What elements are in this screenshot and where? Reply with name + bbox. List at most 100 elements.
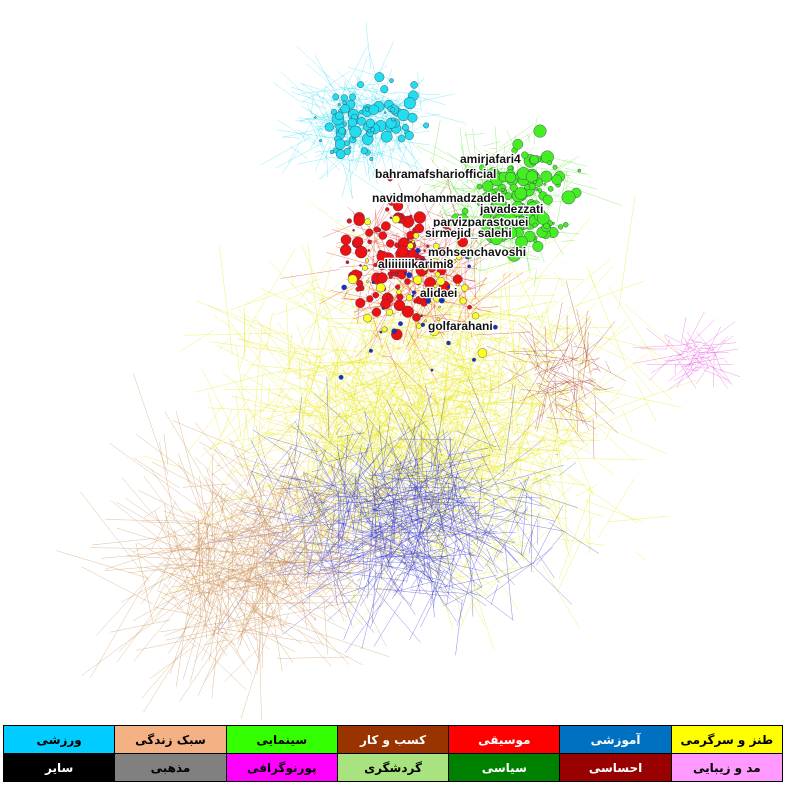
edge bbox=[485, 547, 553, 599]
node bbox=[376, 250, 389, 263]
node bbox=[509, 183, 518, 192]
edge bbox=[376, 454, 397, 524]
edge bbox=[523, 494, 551, 510]
edge bbox=[380, 355, 392, 358]
edge bbox=[381, 510, 447, 563]
edge bbox=[592, 368, 600, 371]
edge bbox=[331, 99, 336, 102]
edge bbox=[449, 437, 451, 455]
edge bbox=[223, 388, 315, 391]
edge bbox=[486, 345, 527, 363]
edge bbox=[349, 96, 383, 111]
node bbox=[401, 123, 409, 131]
edge bbox=[474, 272, 513, 306]
edge bbox=[428, 525, 455, 554]
edge bbox=[410, 309, 447, 382]
edge bbox=[313, 118, 327, 139]
edge bbox=[282, 613, 289, 628]
edge bbox=[420, 439, 480, 488]
edge bbox=[361, 573, 382, 650]
node bbox=[371, 307, 382, 317]
edge bbox=[415, 503, 424, 534]
edge bbox=[364, 484, 371, 524]
edge bbox=[193, 547, 219, 550]
edge bbox=[215, 571, 230, 601]
edge bbox=[313, 491, 340, 509]
edge bbox=[577, 357, 601, 373]
edge bbox=[432, 224, 443, 230]
edge bbox=[691, 352, 702, 365]
edge bbox=[156, 590, 213, 615]
node bbox=[367, 249, 371, 252]
edge bbox=[275, 478, 345, 502]
edge bbox=[352, 561, 413, 629]
edge bbox=[523, 251, 530, 253]
edge bbox=[271, 515, 298, 541]
edge bbox=[438, 439, 461, 527]
node bbox=[399, 217, 406, 224]
node bbox=[511, 205, 524, 218]
edge bbox=[239, 341, 269, 384]
edge bbox=[241, 578, 346, 631]
edge bbox=[477, 478, 483, 523]
edge bbox=[417, 388, 423, 480]
edge bbox=[348, 360, 369, 379]
edge bbox=[423, 175, 468, 193]
edge bbox=[164, 580, 172, 589]
node bbox=[391, 328, 397, 334]
edge bbox=[475, 384, 500, 390]
edge bbox=[409, 158, 420, 169]
edge bbox=[476, 331, 532, 336]
edge bbox=[369, 485, 377, 548]
edge bbox=[232, 508, 263, 526]
edge bbox=[296, 157, 330, 165]
edge bbox=[392, 475, 395, 545]
edge bbox=[239, 461, 294, 485]
node bbox=[438, 297, 445, 304]
edge bbox=[362, 515, 423, 583]
edge bbox=[396, 413, 400, 420]
edge bbox=[425, 407, 440, 416]
edge bbox=[394, 549, 422, 597]
edge bbox=[408, 404, 447, 451]
edge bbox=[555, 453, 559, 456]
edge bbox=[295, 483, 306, 580]
edge bbox=[379, 440, 455, 449]
edge bbox=[469, 530, 533, 558]
node bbox=[387, 197, 396, 206]
edge bbox=[552, 365, 611, 464]
edge bbox=[465, 163, 475, 170]
edge bbox=[308, 335, 321, 404]
edge bbox=[329, 304, 359, 382]
edge bbox=[418, 369, 428, 451]
edge bbox=[162, 565, 236, 579]
edge bbox=[535, 532, 564, 566]
node bbox=[543, 222, 550, 230]
node bbox=[396, 289, 402, 295]
edge bbox=[185, 582, 280, 596]
edge bbox=[402, 301, 416, 344]
edge bbox=[206, 468, 246, 576]
edge bbox=[297, 129, 325, 148]
edge bbox=[541, 499, 568, 513]
edge bbox=[587, 366, 599, 374]
node bbox=[380, 130, 393, 143]
node bbox=[426, 264, 430, 267]
edge bbox=[547, 398, 565, 478]
edge bbox=[436, 388, 481, 424]
edge bbox=[300, 553, 340, 575]
nodes bbox=[314, 72, 582, 380]
edge bbox=[278, 322, 296, 352]
node bbox=[386, 265, 391, 270]
edge bbox=[605, 360, 612, 374]
edge bbox=[257, 464, 294, 533]
edge bbox=[412, 422, 416, 434]
edge bbox=[482, 371, 486, 413]
edge bbox=[490, 517, 566, 532]
edge bbox=[525, 355, 549, 359]
edge bbox=[216, 571, 290, 596]
edge bbox=[458, 443, 491, 455]
edge bbox=[228, 319, 297, 409]
edge bbox=[570, 387, 584, 424]
edge bbox=[293, 604, 350, 666]
